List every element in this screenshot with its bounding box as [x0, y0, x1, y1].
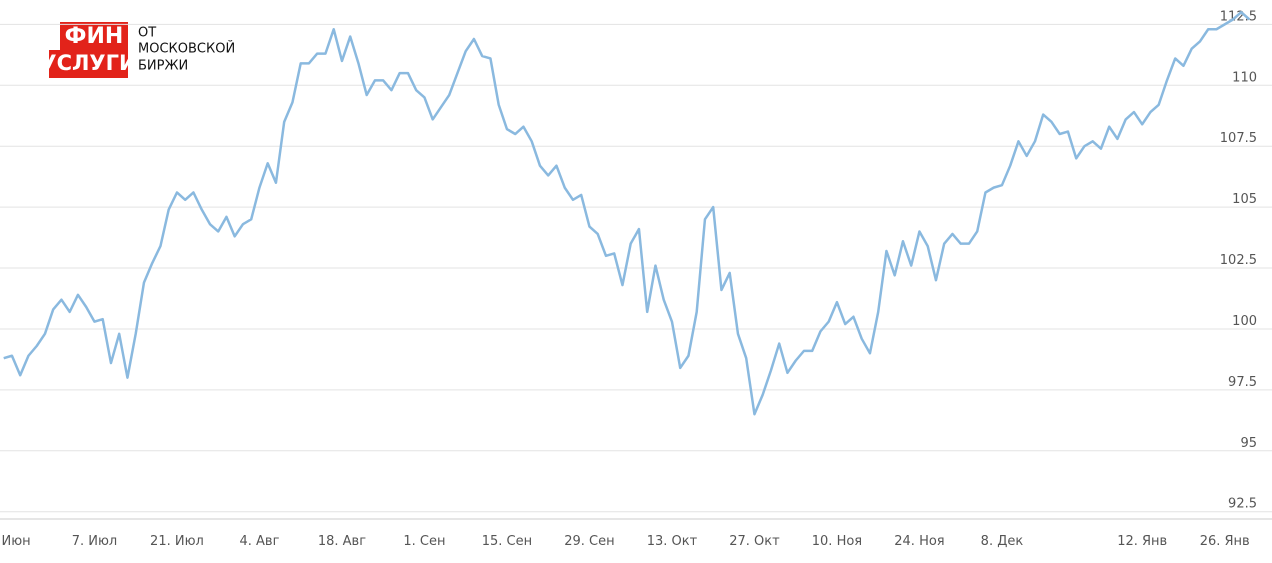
logo-caption: БИРЖИ [138, 59, 188, 74]
x-tick-label: 7. Июл [72, 534, 118, 549]
x-tick-label: 21. Июл [150, 534, 204, 549]
logo-caption: МОСКОВСКОЙ [138, 41, 235, 57]
x-tick-label: 10. Ноя [812, 534, 862, 549]
logo-text: УСЛУГИ [40, 51, 136, 75]
x-tick-label: 27. Окт [729, 534, 780, 549]
y-tick-label: 107.5 [1220, 131, 1257, 146]
logo: ФИН УСЛУГИ ОТ МОСКОВСКОЙ БИРЖИ [40, 22, 235, 78]
x-tick-label: 29. Сен [564, 534, 614, 549]
y-tick-label: 112.5 [1220, 9, 1257, 24]
price-line [3, 10, 1251, 416]
y-tick-label: 102.5 [1220, 253, 1257, 268]
y-tick-label: 92.5 [1228, 497, 1257, 512]
y-tick-label: 97.5 [1228, 375, 1257, 390]
x-tick-label: 15. Сен [482, 534, 532, 549]
y-tick-label: 105 [1232, 192, 1257, 207]
logo-text: ФИН [65, 24, 124, 49]
x-tick-label: 24. Ноя [894, 534, 944, 549]
x-tick-label: 26. Янв [1200, 534, 1250, 549]
logo-caption: ОТ [138, 26, 156, 41]
x-tick-label: 13. Окт [647, 534, 698, 549]
x-tick-label: 1. Сен [403, 534, 445, 549]
y-tick-label: 95 [1240, 436, 1257, 451]
y-tick-label: 110 [1232, 70, 1257, 85]
y-tick-label: 100 [1232, 314, 1257, 329]
logo-box [49, 50, 128, 78]
x-tick-label: 4. Авг [239, 534, 279, 549]
x-tick-label: 18. Авг [318, 534, 366, 549]
x-tick-label: 12. Янв [1117, 534, 1167, 549]
x-tick-label: 8. Дек [981, 534, 1024, 549]
x-tick-label: . Июн [0, 534, 31, 549]
logo-box [60, 22, 128, 50]
